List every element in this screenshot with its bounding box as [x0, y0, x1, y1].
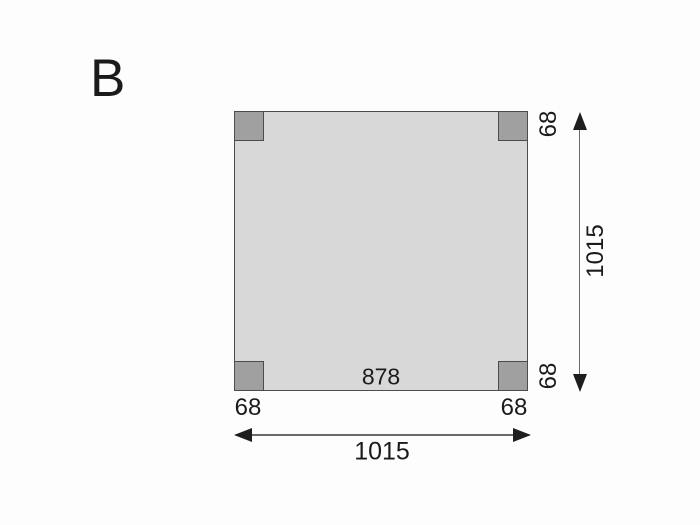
arrow-up-icon: [572, 112, 587, 130]
height-dimension-label: 1015: [582, 224, 609, 278]
arrow-down-icon: [572, 374, 587, 392]
corner-post-bottom-right: [498, 361, 529, 392]
height-dimension-line: [578, 115, 581, 390]
corner-post-top-right: [498, 110, 529, 141]
arrow-right-icon: [513, 427, 531, 442]
variant-label: B: [90, 49, 126, 108]
post-depth-label-top-right: 68: [535, 110, 562, 138]
post-width-label-bottom-right: 68: [500, 394, 528, 421]
post-width-label-bottom-left: 68: [234, 394, 262, 421]
post-depth-label-bottom-right: 68: [535, 362, 562, 390]
inner-span-label: 878: [361, 363, 401, 390]
width-dimension-line: [236, 434, 529, 436]
corner-post-top-left: [233, 110, 264, 141]
floor-plan: [233, 110, 529, 392]
arrow-left-icon: [234, 427, 252, 442]
width-dimension-label: 1015: [354, 437, 410, 466]
corner-post-bottom-left: [233, 361, 264, 392]
